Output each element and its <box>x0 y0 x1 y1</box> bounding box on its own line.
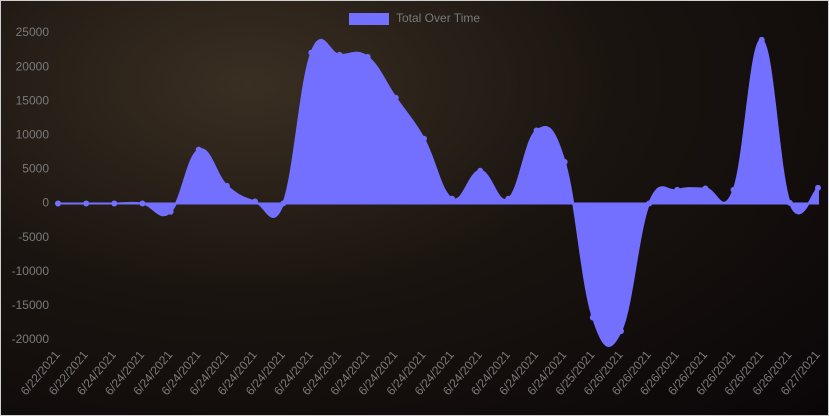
point <box>83 200 90 207</box>
point <box>111 200 118 207</box>
point <box>758 36 765 43</box>
legend-swatch <box>349 13 389 25</box>
point <box>702 185 709 192</box>
point <box>392 94 399 101</box>
point <box>308 49 315 56</box>
point <box>223 182 230 189</box>
y-tick-label: 25000 <box>16 25 50 39</box>
y-tick-label: 0 <box>42 196 49 210</box>
point <box>477 167 484 174</box>
y-tick-label: 20000 <box>16 59 50 73</box>
point <box>420 135 427 142</box>
point <box>139 200 146 207</box>
y-tick-label: -5000 <box>18 230 49 244</box>
point <box>786 199 793 206</box>
point <box>364 53 371 60</box>
point <box>815 184 821 191</box>
point <box>167 208 174 215</box>
point <box>646 200 653 207</box>
area <box>57 38 819 347</box>
point <box>533 127 540 134</box>
point <box>617 328 624 335</box>
point <box>505 195 512 202</box>
point <box>589 314 596 321</box>
point <box>195 146 202 153</box>
y-tick-label: 15000 <box>16 93 50 107</box>
point <box>561 158 568 165</box>
point <box>55 200 61 207</box>
point <box>449 195 456 202</box>
legend-label: Total Over Time <box>396 11 480 25</box>
y-tick-label: 10000 <box>16 128 50 142</box>
y-tick-label: 5000 <box>22 162 49 176</box>
point <box>730 186 737 193</box>
y-tick-label: -10000 <box>12 264 50 278</box>
point <box>674 186 681 193</box>
point <box>280 200 287 207</box>
y-tick-label: -15000 <box>12 298 50 312</box>
point <box>336 51 343 58</box>
y-tick-label: -20000 <box>12 332 50 346</box>
point <box>252 198 259 205</box>
